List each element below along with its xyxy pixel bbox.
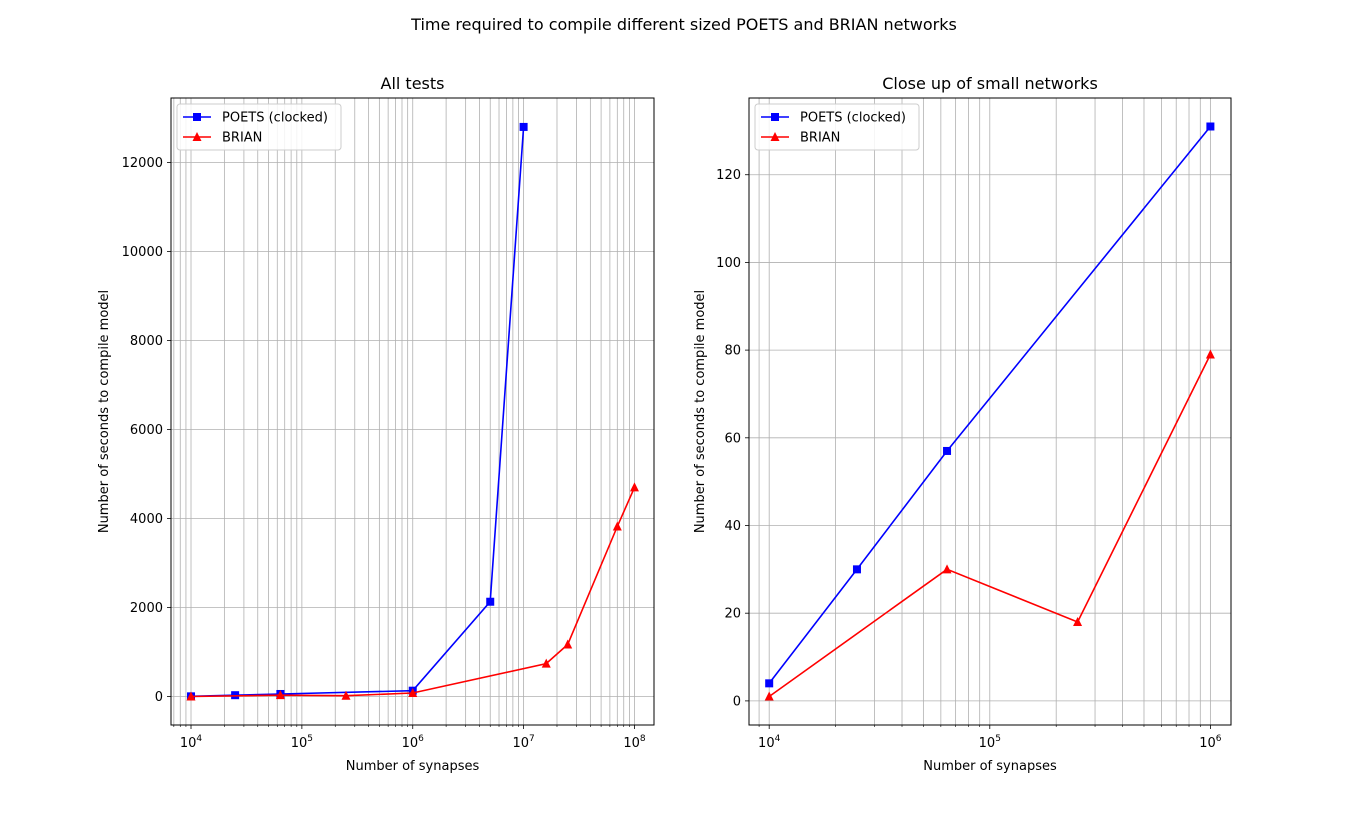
series-line bbox=[768, 125, 1212, 684]
x-tick-label: 108 bbox=[623, 734, 646, 751]
legend-marker bbox=[193, 113, 201, 121]
series-line bbox=[190, 126, 525, 698]
x-tick-exponent: 8 bbox=[640, 734, 646, 744]
legend-label: BRIAN bbox=[800, 131, 840, 146]
data-point bbox=[486, 597, 495, 606]
data-point bbox=[1205, 349, 1215, 359]
x-tick-base: 10 bbox=[291, 736, 308, 751]
x-tick-label: 104 bbox=[180, 734, 203, 751]
data-point bbox=[629, 482, 639, 492]
x-tick-label: 105 bbox=[979, 734, 1001, 751]
x-tick-label: 106 bbox=[402, 734, 425, 751]
chart-all-tests: 104 105 106 107 1080200040006000800010000120… bbox=[97, 74, 655, 774]
y-tick-label: 80 bbox=[724, 344, 741, 359]
data-point bbox=[942, 564, 952, 574]
data-point bbox=[1073, 616, 1083, 626]
figure-title: Time required to compile different sized… bbox=[410, 15, 957, 34]
legend-label: POETS (clocked) bbox=[222, 111, 328, 126]
x-tick-base: 10 bbox=[512, 736, 529, 751]
legend: POETS (clocked) BRIAN bbox=[176, 103, 342, 151]
x-tick-exponent: 5 bbox=[995, 734, 1001, 744]
data-point bbox=[1206, 122, 1215, 131]
y-axis: 0 20 40 60 80 100 120 bbox=[716, 168, 749, 709]
legend-marker bbox=[771, 113, 779, 121]
chart-title: Close up of small networks bbox=[882, 74, 1098, 93]
x-tick-base: 10 bbox=[758, 736, 775, 751]
chart-title: All tests bbox=[381, 74, 445, 93]
data-point bbox=[541, 658, 551, 668]
x-axis: 104 105 106 bbox=[758, 725, 1222, 751]
y-axis-label: Number of seconds to compile model bbox=[97, 290, 112, 533]
y-axis: 0 2000 4000 6000 8000 10000 12000 bbox=[122, 156, 171, 705]
y-tick-label: 0 bbox=[733, 694, 741, 709]
legend-item: POETS (clocked) bbox=[761, 111, 906, 126]
y-tick-label: 10000 bbox=[122, 245, 163, 260]
data-point bbox=[943, 446, 952, 455]
series-poets bbox=[187, 122, 528, 701]
y-tick-label: 8000 bbox=[130, 334, 163, 349]
data-point bbox=[341, 690, 351, 700]
data-point bbox=[186, 691, 196, 701]
data-point bbox=[765, 679, 774, 688]
data-point bbox=[563, 639, 573, 649]
x-tick-exponent: 4 bbox=[196, 734, 202, 744]
x-tick-label: 106 bbox=[1199, 734, 1222, 751]
y-tick-label: 4000 bbox=[130, 512, 163, 527]
y-tick-label: 12000 bbox=[122, 156, 163, 171]
x-tick-exponent: 7 bbox=[529, 734, 535, 744]
grid bbox=[749, 98, 1231, 725]
series-brian bbox=[764, 349, 1215, 701]
y-tick-label: 60 bbox=[724, 431, 741, 446]
data-point bbox=[852, 565, 861, 574]
legend-label: BRIAN bbox=[222, 131, 262, 146]
y-tick-label: 0 bbox=[155, 690, 163, 705]
data-point bbox=[764, 691, 774, 701]
x-tick-exponent: 5 bbox=[307, 734, 313, 744]
series-line bbox=[768, 354, 1212, 698]
y-tick-label: 120 bbox=[716, 168, 741, 183]
series-brian bbox=[186, 482, 639, 701]
data-point bbox=[612, 521, 622, 531]
legend-box bbox=[176, 103, 342, 151]
legend-item: BRIAN bbox=[761, 131, 840, 146]
y-tick-label: 100 bbox=[716, 256, 741, 271]
x-tick-base: 10 bbox=[1199, 736, 1216, 751]
y-tick-label: 6000 bbox=[130, 423, 163, 438]
y-tick-label: 20 bbox=[724, 607, 741, 622]
series-poets bbox=[765, 122, 1215, 688]
legend-marker bbox=[770, 132, 780, 141]
legend-label: POETS (clocked) bbox=[800, 111, 906, 126]
legend-marker bbox=[192, 132, 202, 141]
y-tick-label: 40 bbox=[724, 519, 741, 534]
legend: POETS (clocked) BRIAN bbox=[754, 103, 920, 151]
grid bbox=[171, 98, 654, 725]
legend-item: BRIAN bbox=[183, 131, 262, 146]
x-tick-exponent: 4 bbox=[775, 734, 781, 744]
y-tick-label: 2000 bbox=[130, 601, 163, 616]
x-tick-base: 10 bbox=[402, 736, 419, 751]
x-tick-base: 10 bbox=[979, 736, 996, 751]
series-line bbox=[190, 487, 636, 698]
x-tick-base: 10 bbox=[623, 736, 640, 751]
data-point bbox=[275, 690, 285, 700]
data-point bbox=[408, 688, 418, 698]
x-axis: 104 105 106 107 108 bbox=[173, 725, 646, 751]
y-axis-label: Number of seconds to compile model bbox=[693, 290, 708, 533]
x-axis-label: Number of synapses bbox=[923, 759, 1057, 774]
legend-box bbox=[754, 103, 920, 151]
x-tick-exponent: 6 bbox=[1216, 734, 1222, 744]
x-tick-label: 104 bbox=[758, 734, 781, 751]
data-point bbox=[519, 122, 528, 131]
x-tick-label: 105 bbox=[291, 734, 313, 751]
x-tick-exponent: 6 bbox=[418, 734, 424, 744]
legend-item: POETS (clocked) bbox=[183, 111, 328, 126]
x-tick-base: 10 bbox=[180, 736, 197, 751]
x-axis-label: Number of synapses bbox=[346, 759, 480, 774]
x-tick-label: 107 bbox=[512, 734, 534, 751]
